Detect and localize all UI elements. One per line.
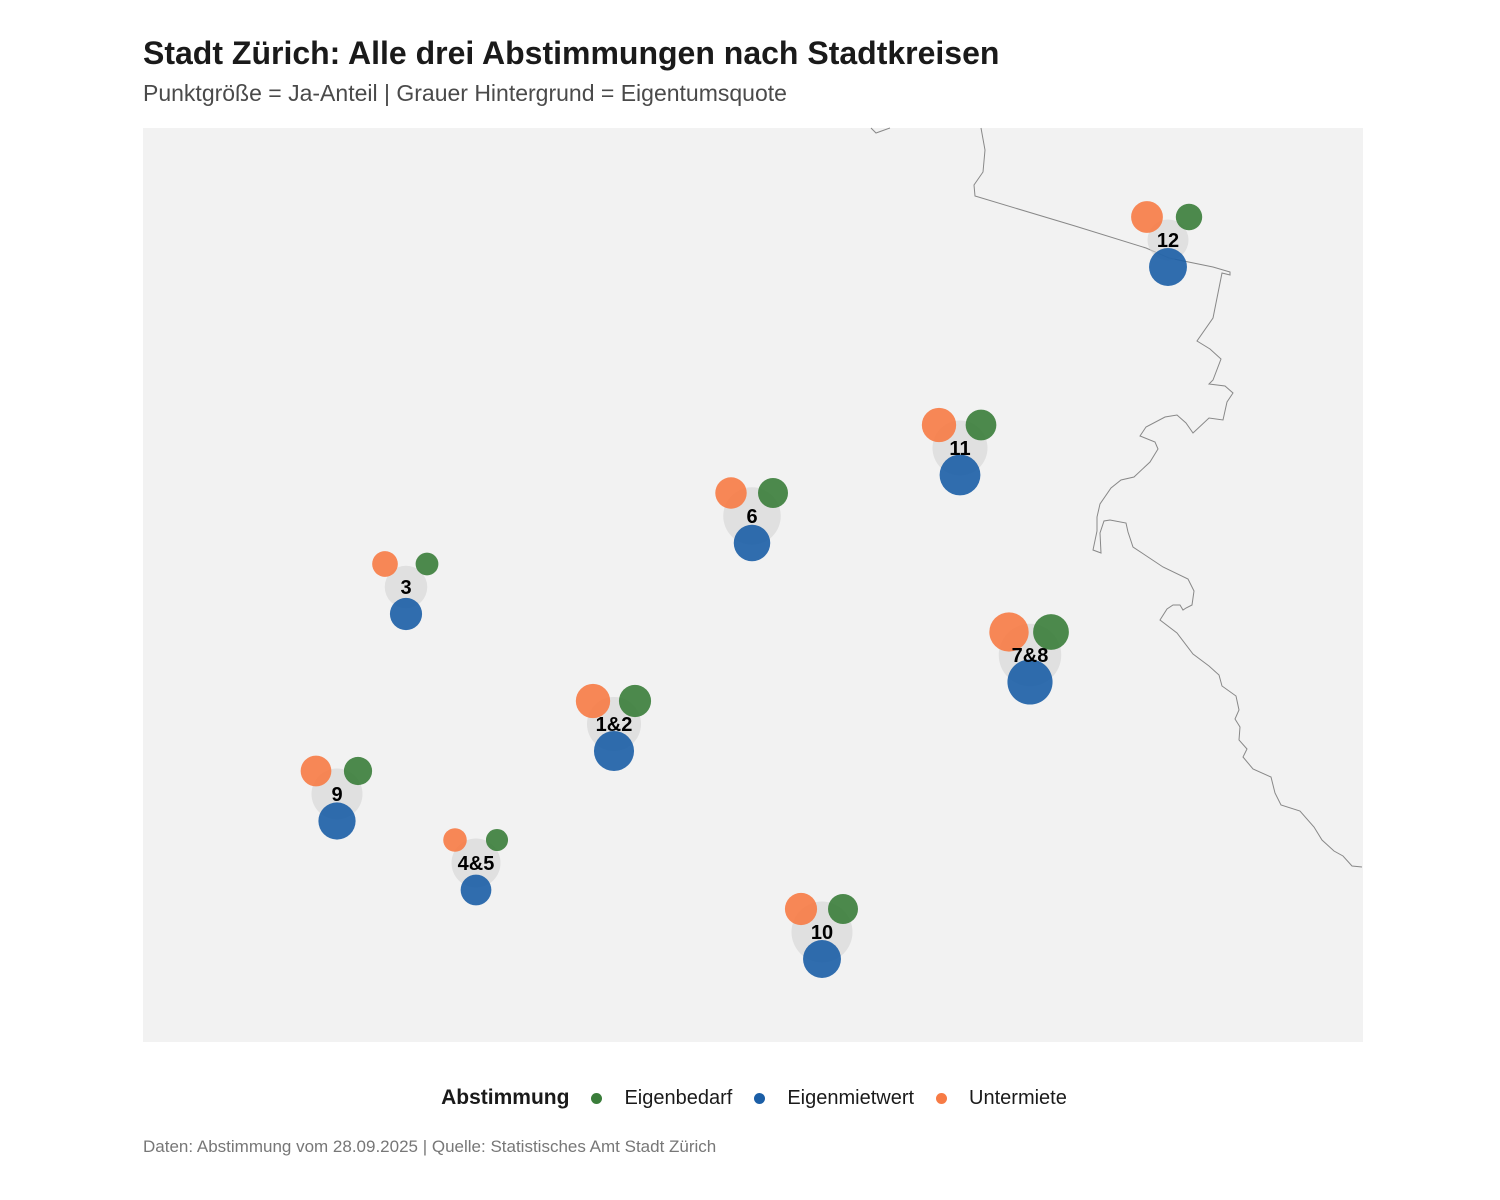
district-label-4-5: 4&5 bbox=[458, 853, 495, 875]
district-markers: 12 11 6 3 7&8 1&2 9 4&5 10 bbox=[300, 201, 1203, 978]
legend-dot-untermiete bbox=[936, 1092, 948, 1104]
eigenbedarf-point-12 bbox=[1175, 203, 1203, 231]
eigenbedarf-point-3 bbox=[415, 552, 439, 576]
ownership-circle-3 bbox=[384, 565, 428, 609]
legend-label-eigenmietwert: Eigenmietwert bbox=[787, 1086, 915, 1109]
district-label-10: 10 bbox=[811, 922, 833, 944]
eigenmietwert-point-10 bbox=[803, 940, 841, 978]
source-caption: Daten: Abstimmung vom 28.09.2025 | Quell… bbox=[143, 1137, 717, 1156]
legend: Abstimmung Eigenbedarf Eigenmietwert Unt… bbox=[0, 1086, 1500, 1110]
legend-item-eigenbedarf: Eigenbedarf bbox=[591, 1087, 732, 1110]
city-boundary bbox=[870, 127, 1363, 868]
district-label-11: 11 bbox=[949, 438, 970, 460]
legend-label-eigenbedarf: Eigenbedarf bbox=[624, 1086, 733, 1109]
eigenmietwert-point-6 bbox=[733, 524, 771, 562]
eigenmietwert-point-7-8 bbox=[1007, 659, 1053, 705]
eigenbedarf-point-9 bbox=[343, 756, 373, 786]
district-label-6: 6 bbox=[746, 506, 757, 528]
eigenbedarf-point-1-2 bbox=[618, 684, 652, 718]
untermiete-point-1-2 bbox=[575, 683, 611, 719]
eigenbedarf-point-6 bbox=[758, 478, 788, 508]
eigenmietwert-point-12 bbox=[1149, 248, 1187, 286]
district-label-7-8: 7&8 bbox=[1012, 645, 1049, 667]
eigenbedarf-point-7-8 bbox=[1033, 614, 1069, 650]
legend-item-untermiete: Untermiete bbox=[936, 1087, 1067, 1110]
legend-dot-eigenbedarf bbox=[591, 1092, 603, 1104]
untermiete-point-6 bbox=[715, 477, 747, 509]
eigenmietwert-point-3 bbox=[389, 597, 423, 631]
legend-dot-eigenmietwert bbox=[754, 1092, 766, 1104]
district-label-9: 9 bbox=[331, 784, 342, 806]
untermiete-point-10 bbox=[784, 892, 818, 926]
legend-item-eigenmietwert: Eigenmietwert bbox=[754, 1087, 914, 1110]
district-label-3: 3 bbox=[400, 577, 411, 599]
eigenbedarf-point-4-5 bbox=[485, 828, 509, 852]
district-label-1-2: 1&2 bbox=[596, 714, 633, 736]
eigenbedarf-point-11 bbox=[965, 409, 997, 441]
eigenbedarf-point-10 bbox=[828, 894, 858, 924]
legend-title: Abstimmung bbox=[441, 1086, 570, 1109]
untermiete-point-11 bbox=[921, 407, 957, 443]
untermiete-point-7-8 bbox=[989, 612, 1029, 652]
chart-subtitle: Punktgröße = Ja-Anteil | Grauer Hintergr… bbox=[143, 80, 787, 106]
untermiete-point-4-5 bbox=[443, 828, 467, 852]
district-label-12: 12 bbox=[1157, 230, 1179, 252]
untermiete-point-9 bbox=[300, 755, 332, 787]
legend-label-untermiete: Untermiete bbox=[969, 1086, 1067, 1109]
eigenmietwert-point-1-2 bbox=[593, 730, 635, 772]
chart-title: Stadt Zürich: Alle drei Abstimmungen nac… bbox=[143, 35, 1000, 71]
untermiete-point-3 bbox=[372, 551, 398, 577]
ownership-circle-4-5 bbox=[451, 838, 501, 888]
ownership-circle-12 bbox=[1147, 219, 1189, 261]
eigenmietwert-point-4-5 bbox=[460, 874, 492, 906]
eigenmietwert-point-9 bbox=[318, 802, 356, 840]
eigenmietwert-point-11 bbox=[939, 454, 981, 496]
untermiete-point-12 bbox=[1131, 201, 1163, 233]
